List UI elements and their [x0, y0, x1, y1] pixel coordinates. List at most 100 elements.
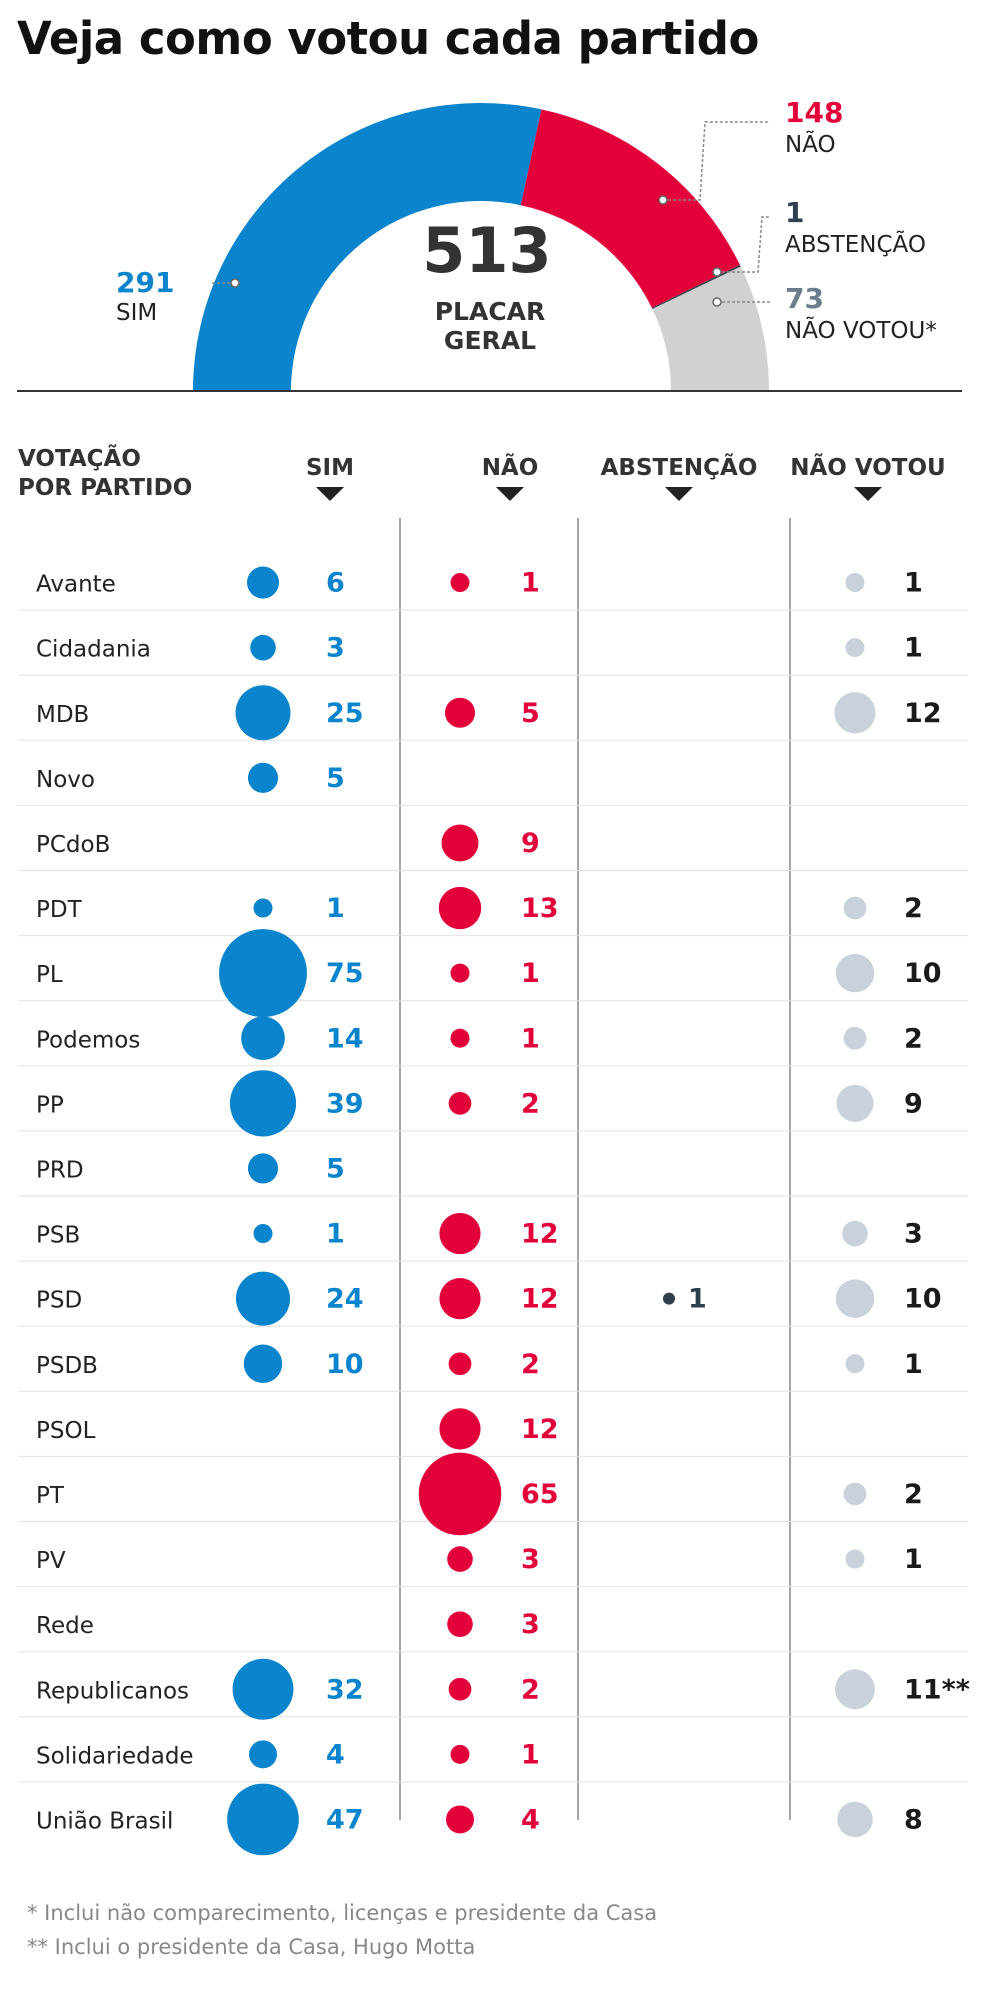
nv-bubble	[837, 1801, 873, 1838]
nao-bubble	[438, 886, 482, 930]
party-row: PSD 24 12 1 10	[36, 1271, 942, 1326]
nv-bubble	[836, 1084, 874, 1122]
sim-value: 47	[326, 1804, 364, 1835]
party-row: MDB 25 5 12	[36, 685, 942, 741]
party-row: PSB 1 12 3	[36, 1212, 923, 1255]
party-name: Rede	[36, 1613, 94, 1639]
sim-value: 24	[326, 1284, 364, 1315]
nv-value: 2	[904, 1023, 923, 1054]
party-name: Podemos	[36, 1027, 140, 1053]
sim-bubble	[253, 898, 273, 918]
nv-value: 9	[904, 1088, 923, 1119]
leader-dot-nao	[658, 195, 668, 205]
nv-value: 1	[904, 1349, 923, 1380]
sim-bubble	[232, 1658, 294, 1720]
caret-down-icon	[316, 487, 344, 501]
slice-sim	[193, 103, 542, 391]
nv-total-label: NÃO VOTOU*	[785, 316, 937, 344]
party-row: PDT 1 13 2	[36, 886, 923, 930]
party-row: PRD 5	[36, 1153, 345, 1184]
sim-value: 32	[326, 1674, 364, 1705]
nao-bubble	[450, 573, 470, 593]
party-row: Rede 3	[36, 1609, 540, 1640]
party-name: PSDB	[36, 1353, 98, 1379]
nao-value: 5	[521, 698, 540, 729]
party-name: PSOL	[36, 1418, 96, 1444]
abst-total-value: 1	[785, 196, 804, 229]
nao-value: 12	[521, 1284, 559, 1315]
sim-bubble	[235, 685, 291, 741]
party-vote-table: VOTAÇÃO POR PARTIDO SIM NÃO ABSTENÇÃO NÃO V…	[18, 444, 970, 1856]
sim-bubble	[253, 1224, 273, 1244]
nv-value: 2	[904, 893, 923, 924]
sim-value: 5	[326, 763, 345, 794]
nv-bubble	[843, 1026, 867, 1050]
sim-bubble	[235, 1271, 291, 1326]
nv-value: 10	[904, 958, 942, 989]
abst-value: 1	[688, 1284, 707, 1315]
column-header: NÃO	[482, 453, 539, 481]
party-name: Cidadania	[36, 637, 151, 663]
nv-bubble	[845, 1549, 865, 1569]
sim-value: 3	[326, 633, 345, 664]
party-name: PRD	[36, 1157, 84, 1183]
sim-bubble	[247, 1153, 279, 1184]
party-row: Republicanos 32 2 11**	[36, 1658, 970, 1720]
total-value: 513	[422, 214, 551, 287]
sim-value: 5	[326, 1153, 345, 1184]
nao-value: 1	[521, 1739, 540, 1770]
nao-total-value: 148	[785, 96, 843, 129]
sim-bubble	[247, 762, 279, 793]
party-row: PT 65 2	[36, 1452, 923, 1536]
leader-dot-sim	[230, 278, 240, 288]
party-name: União Brasil	[36, 1808, 173, 1834]
nv-value: 12	[904, 698, 942, 729]
party-row: PP 39 2 9	[36, 1070, 923, 1137]
row-header-line2: POR PARTIDO	[18, 475, 192, 501]
nao-value: 4	[521, 1804, 540, 1835]
party-row: Novo 5	[36, 762, 345, 794]
nao-value: 3	[521, 1544, 540, 1575]
nao-bubble	[446, 1805, 474, 1834]
nao-value: 13	[521, 893, 559, 924]
sim-value: 10	[326, 1349, 364, 1380]
total-label-line2: GERAL	[444, 326, 536, 355]
sim-bubble	[229, 1070, 297, 1137]
nao-bubble	[439, 1408, 481, 1450]
nao-bubble	[444, 697, 476, 728]
slice-nv	[652, 266, 769, 391]
nao-value: 12	[521, 1219, 559, 1250]
nao-bubble	[447, 1546, 473, 1572]
column-header: SIM	[306, 455, 354, 481]
nv-value: 11**	[904, 1674, 970, 1705]
nao-bubble	[418, 1452, 502, 1536]
nv-bubble	[842, 1220, 868, 1247]
sim-value: 25	[326, 698, 364, 729]
sim-value: 4	[326, 1739, 345, 1770]
nao-bubble	[439, 1278, 481, 1320]
row-header-line1: VOTAÇÃO	[18, 444, 141, 472]
sim-value: 39	[326, 1088, 364, 1119]
nao-bubble	[439, 1212, 481, 1255]
sim-bubble	[219, 929, 307, 1018]
party-name: Novo	[36, 767, 95, 793]
leader-dot-abst	[712, 267, 722, 277]
party-name: PDT	[36, 897, 83, 923]
party-name: PV	[36, 1548, 66, 1574]
nv-value: 3	[904, 1219, 923, 1250]
nv-bubble	[835, 953, 875, 993]
party-name: MDB	[36, 702, 89, 728]
nv-bubble	[835, 1669, 875, 1710]
party-name: Avante	[36, 572, 116, 598]
sim-value: 6	[326, 568, 345, 599]
column-header: ABSTENÇÃO	[601, 453, 758, 481]
nv-value: 8	[904, 1804, 923, 1835]
nao-bubble	[448, 1352, 472, 1376]
sim-value: 14	[326, 1023, 364, 1054]
sim-total-label: SIM	[116, 300, 157, 326]
nao-bubble	[448, 1091, 472, 1115]
column-header: NÃO VOTOU	[790, 453, 945, 481]
nao-value: 2	[521, 1349, 540, 1380]
nao-value: 1	[521, 958, 540, 989]
nv-bubble	[845, 638, 865, 658]
